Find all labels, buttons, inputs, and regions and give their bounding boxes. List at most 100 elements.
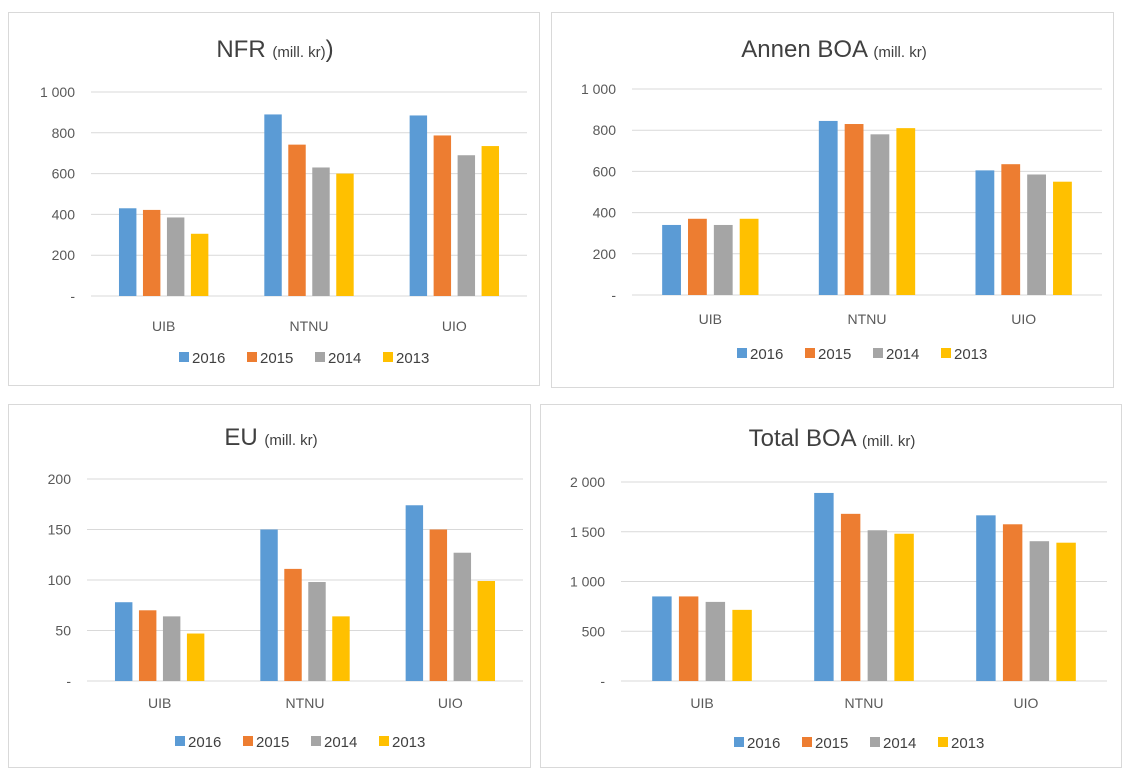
bar-uib-2013 <box>739 218 759 295</box>
bar-uio-2014 <box>1027 174 1046 295</box>
bar-ntnu-2013 <box>336 173 354 296</box>
bar-ntnu-2014 <box>308 582 326 681</box>
chart-nfr: NFR (mill. kr)) - 200 400 600 800 1 000 UIB NTNU… <box>40 36 527 367</box>
legend-swatch <box>243 736 253 746</box>
legend-swatch <box>315 352 325 362</box>
legend-swatch <box>734 737 744 747</box>
bar-uio-2016 <box>975 170 995 295</box>
bar-uib-2016 <box>652 596 672 681</box>
bar-ntnu-2015 <box>288 144 306 296</box>
y-tick-label: 1 000 <box>581 81 616 97</box>
bar-ntnu-2013 <box>332 616 350 681</box>
legend-swatch <box>802 737 812 747</box>
x-category-label: UIO <box>442 318 467 334</box>
chart-title-unit: (mill. kr) <box>873 44 926 61</box>
chart-panel-nfr: NFR (mill. kr)) - 200 400 600 800 1 000 UIB NTNU… <box>8 12 540 386</box>
x-category-label: NTNU <box>845 695 884 711</box>
y-tick-label: - <box>66 673 71 689</box>
y-tick-label: 1 500 <box>570 524 605 540</box>
bar-ntnu-2014 <box>312 167 330 296</box>
bar-uio-2015 <box>433 135 452 296</box>
bar-uio-2013 <box>477 581 496 681</box>
bar-ntnu-2013 <box>894 533 914 681</box>
legend-swatch <box>247 352 257 362</box>
legend-label: 2016 <box>750 346 783 363</box>
bar-uib-2014 <box>166 217 185 296</box>
legend-label: 2013 <box>396 350 429 367</box>
y-tick-label: 400 <box>52 206 76 222</box>
y-tick-label: 50 <box>55 623 71 639</box>
chart-title-main: EU <box>224 424 264 451</box>
chart-title-unit: (mill. kr) <box>264 432 317 449</box>
chart-title: Total BOA (mill. kr) <box>749 425 916 452</box>
bar-uio-2015 <box>1001 164 1021 295</box>
y-tick-label: 600 <box>52 166 76 182</box>
legend-label: 2016 <box>747 735 780 752</box>
legend-label: 2015 <box>256 734 289 751</box>
chart-title-unit: (mill. kr) <box>862 433 915 450</box>
legend-swatch <box>737 348 747 358</box>
y-tick-label: 100 <box>48 572 72 588</box>
bar-uib-2016 <box>662 224 681 295</box>
legend-swatch <box>870 737 880 747</box>
bar-uio-2016 <box>405 505 424 681</box>
chart-annen-boa: Annen BOA (mill. kr) - 200 400 600 800 1 000 UI… <box>581 36 1102 363</box>
chart-total-boa: Total BOA (mill. kr) - 500 1 000 1 500 2 000 U… <box>570 425 1107 752</box>
bar-uib-2014 <box>705 601 726 681</box>
bar-uio-2015 <box>1002 524 1023 681</box>
chart-title: Annen BOA (mill. kr) <box>741 36 926 63</box>
legend-swatch <box>873 348 883 358</box>
legend-swatch <box>175 736 185 746</box>
legend-label: 2015 <box>815 735 848 752</box>
bar-ntnu-2013 <box>896 128 916 295</box>
chart-title-main: Annen BOA <box>741 36 873 63</box>
bar-uio-2013 <box>481 146 500 296</box>
legend-label: 2013 <box>954 346 987 363</box>
bar-uio-2014 <box>453 552 472 681</box>
bar-uib-2014 <box>713 224 733 295</box>
x-category-label: UIB <box>699 311 722 327</box>
bar-ntnu-2016 <box>260 529 278 681</box>
bar-uib-2013 <box>732 609 752 681</box>
y-tick-label: 200 <box>52 247 76 263</box>
legend-swatch <box>941 348 951 358</box>
y-tick-label: 200 <box>593 246 617 262</box>
bar-uib-2013 <box>190 233 209 296</box>
bar-uib-2013 <box>186 633 205 681</box>
legend-swatch <box>383 352 393 362</box>
bar-uib-2014 <box>162 616 181 681</box>
chart-title-unit: (mill. kr) <box>272 44 325 61</box>
bar-uio-2016 <box>976 515 996 681</box>
y-tick-label: 800 <box>593 122 617 138</box>
legend-swatch <box>379 736 389 746</box>
chart-panel-total-boa: Total BOA (mill. kr) - 500 1 000 1 500 2 000 U… <box>540 404 1122 768</box>
bar-uio-2013 <box>1056 542 1076 681</box>
legend-label: 2014 <box>883 735 916 752</box>
bar-ntnu-2014 <box>870 134 890 295</box>
bar-ntnu-2014 <box>867 530 888 681</box>
legend-swatch <box>938 737 948 747</box>
legend-label: 2014 <box>324 734 357 751</box>
legend-label: 2014 <box>328 350 361 367</box>
x-category-label: UIO <box>1011 311 1036 327</box>
legend-label: 2015 <box>818 346 851 363</box>
chart-panel-eu: EU (mill. kr) - 50 100 150 200 UIB NTNU UIO 2016 2… <box>8 404 531 768</box>
bar-ntnu-2015 <box>840 513 861 681</box>
bar-uib-2015 <box>138 610 157 681</box>
x-category-label: UIO <box>1014 695 1039 711</box>
legend-swatch <box>311 736 321 746</box>
chart-eu: EU (mill. kr) - 50 100 150 200 UIB NTNU UIO 2016 2… <box>48 424 523 751</box>
y-tick-label: - <box>600 673 605 689</box>
y-tick-label: 200 <box>48 471 72 487</box>
bar-uib-2016 <box>114 602 133 681</box>
y-tick-label: 2 000 <box>570 474 605 490</box>
x-category-label: NTNU <box>290 318 329 334</box>
y-tick-label: 1 000 <box>570 574 605 590</box>
chart-title-main: NFR <box>216 36 272 63</box>
bar-ntnu-2016 <box>818 120 838 296</box>
chart-title-suffix: ) <box>326 36 334 63</box>
legend-label: 2016 <box>192 350 225 367</box>
bar-uio-2013 <box>1053 181 1072 295</box>
y-tick-label: 150 <box>48 522 72 538</box>
bar-ntnu-2015 <box>844 124 864 296</box>
